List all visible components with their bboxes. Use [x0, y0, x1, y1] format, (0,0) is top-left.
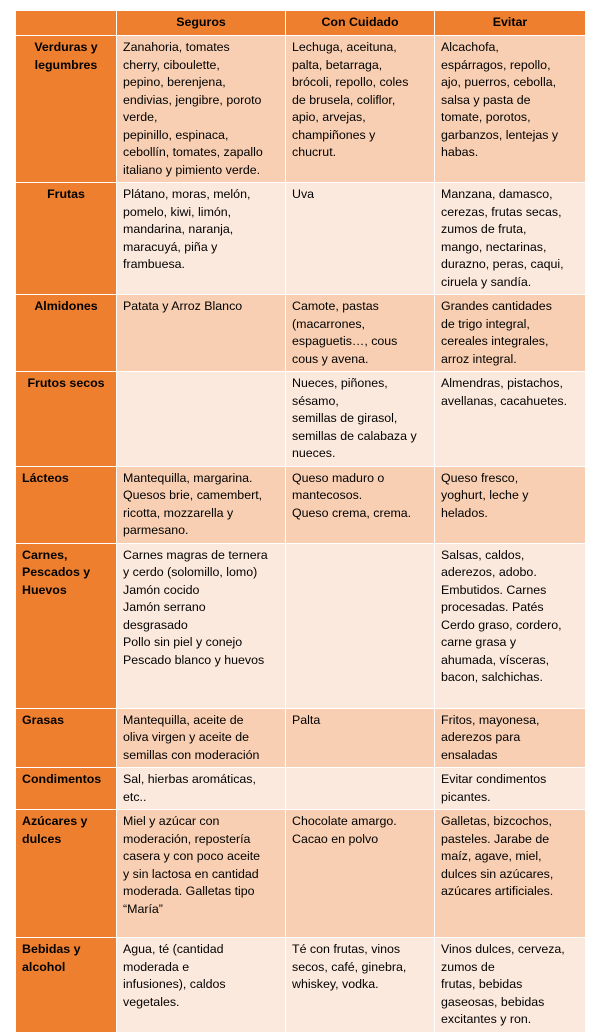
category-cell: Frutas — [15, 182, 117, 295]
table-row: Carnes, Pescados y Huevos Carnes magras … — [15, 542, 586, 709]
category-cell: Azúcares y dulces — [15, 809, 117, 938]
seguros-cell: Patata y Arroz Blanco — [116, 294, 286, 372]
category-cell: Bebidas y alcohol — [15, 937, 117, 1033]
table-row: Frutas Plátano, moras, melón, pomelo, ki… — [15, 182, 586, 295]
seguros-cell: Mantequilla, aceite de oliva virgen y ac… — [116, 707, 286, 768]
evitar-cell: Alcachofa, espárragos, repollo, ajo, pue… — [434, 35, 586, 183]
table-row: Grasas Mantequilla, aceite de oliva virg… — [15, 707, 586, 768]
category-cell: Almidones — [15, 294, 117, 372]
evitar-cell: Almendras, pistachos, avellanas, cacahue… — [434, 371, 586, 467]
seguros-cell: Carnes magras de ternera y cerdo (solomi… — [116, 542, 286, 709]
food-guide-table: Seguros Con Cuidado Evitar Verduras y le… — [15, 10, 586, 1033]
category-cell: Carnes, Pescados y Huevos — [15, 542, 117, 709]
seguros-cell: Agua, té (cantidad moderada e infusiones… — [116, 937, 286, 1033]
con-cuidado-cell: Palta — [285, 707, 435, 768]
header-row: Seguros Con Cuidado Evitar — [15, 10, 586, 36]
seguros-cell — [116, 371, 286, 467]
category-cell: Condimentos — [15, 767, 117, 810]
con-cuidado-cell — [285, 542, 435, 709]
con-cuidado-cell — [285, 767, 435, 810]
evitar-cell: Grandes cantidades de trigo integral, ce… — [434, 294, 586, 372]
evitar-cell: Galletas, bizcochos, pasteles. Jarabe de… — [434, 809, 586, 938]
table-row: Bebidas y alcohol Agua, té (cantidad mod… — [15, 937, 586, 1033]
header-empty — [15, 10, 117, 36]
header-evitar: Evitar — [434, 10, 586, 36]
evitar-cell: Fritos, mayonesa, aderezos para ensalada… — [434, 707, 586, 768]
evitar-cell: Manzana, damasco, cerezas, frutas secas,… — [434, 182, 586, 295]
evitar-cell: Queso fresco, yoghurt, leche y helados. — [434, 465, 586, 544]
con-cuidado-cell: Lechuga, aceituna, palta, betarraga, bró… — [285, 35, 435, 183]
category-cell: Verduras y legumbres — [15, 35, 117, 183]
con-cuidado-cell: Té con frutas, vinos secos, café, ginebr… — [285, 937, 435, 1033]
food-guide-table-container: Seguros Con Cuidado Evitar Verduras y le… — [15, 10, 586, 1033]
table-row: Frutos secos Nueces, piñones, sésamo, se… — [15, 371, 586, 467]
header-seguros: Seguros — [116, 10, 286, 36]
category-cell: Grasas — [15, 707, 117, 768]
con-cuidado-cell: Camote, pastas (macarrones, espaguetis…,… — [285, 294, 435, 372]
table-row: Azúcares y dulces Miel y azúcar con mode… — [15, 809, 586, 938]
table-row: Almidones Patata y Arroz Blanco Camote, … — [15, 294, 586, 372]
evitar-cell: Vinos dulces, cerveza, zumos de frutas, … — [434, 937, 586, 1033]
category-cell: Lácteos — [15, 465, 117, 544]
evitar-cell: Salsas, caldos, aderezos, adobo. Embutid… — [434, 542, 586, 709]
seguros-cell: Zanahoria, tomates cherry, ciboulette, p… — [116, 35, 286, 183]
table-row: Verduras y legumbres Zanahoria, tomates … — [15, 35, 586, 183]
category-cell: Frutos secos — [15, 371, 117, 467]
table-row: Lácteos Mantequilla, margarina. Quesos b… — [15, 465, 586, 544]
con-cuidado-cell: Uva — [285, 182, 435, 295]
seguros-cell: Sal, hierbas aromáticas, etc.. — [116, 767, 286, 810]
header-con-cuidado: Con Cuidado — [285, 10, 435, 36]
con-cuidado-cell: Chocolate amargo. Cacao en polvo — [285, 809, 435, 938]
evitar-cell: Evitar condimentos picantes. — [434, 767, 586, 810]
seguros-cell: Miel y azúcar con moderación, repostería… — [116, 809, 286, 938]
con-cuidado-cell: Queso maduro o mantecosos. Queso crema, … — [285, 465, 435, 544]
seguros-cell: Mantequilla, margarina. Quesos brie, cam… — [116, 465, 286, 544]
table-row: Condimentos Sal, hierbas aromáticas, etc… — [15, 767, 586, 810]
con-cuidado-cell: Nueces, piñones, sésamo, semillas de gir… — [285, 371, 435, 467]
seguros-cell: Plátano, moras, melón, pomelo, kiwi, lim… — [116, 182, 286, 295]
